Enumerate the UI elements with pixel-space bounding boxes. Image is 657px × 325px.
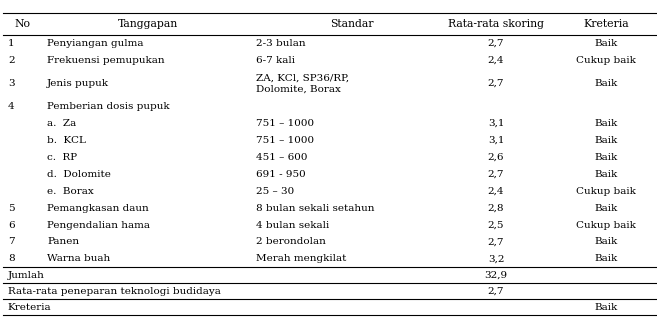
Text: 1: 1: [8, 39, 14, 48]
Text: 3,1: 3,1: [487, 119, 505, 128]
Text: 2-3 bulan: 2-3 bulan: [256, 39, 306, 48]
Text: Baik: Baik: [594, 136, 618, 145]
Text: 2,5: 2,5: [487, 220, 505, 229]
Text: d.  Dolomite: d. Dolomite: [47, 170, 111, 179]
Text: Baik: Baik: [594, 39, 618, 48]
Text: Jenis pupuk: Jenis pupuk: [47, 79, 109, 88]
Text: Cukup baik: Cukup baik: [576, 56, 636, 65]
Text: 2,4: 2,4: [487, 56, 505, 65]
Text: Baik: Baik: [594, 119, 618, 128]
Text: 751 – 1000: 751 – 1000: [256, 119, 313, 128]
Text: Tanggapan: Tanggapan: [118, 19, 178, 29]
Text: Kreteria: Kreteria: [583, 19, 629, 29]
Text: Jumlah: Jumlah: [8, 271, 45, 280]
Text: Baik: Baik: [594, 203, 618, 213]
Text: c.  RP: c. RP: [47, 153, 78, 162]
Text: 4 bulan sekali: 4 bulan sekali: [256, 220, 328, 229]
Text: 2,6: 2,6: [487, 153, 505, 162]
Text: 25 – 30: 25 – 30: [256, 187, 294, 196]
Text: Warna buah: Warna buah: [47, 254, 110, 263]
Text: 2,7: 2,7: [487, 170, 505, 179]
Text: Merah mengkilat: Merah mengkilat: [256, 254, 346, 263]
Text: 8: 8: [8, 254, 14, 263]
Text: Baik: Baik: [594, 79, 618, 88]
Text: 2,7: 2,7: [487, 39, 505, 48]
Text: 2: 2: [8, 56, 14, 65]
Text: No: No: [14, 19, 30, 29]
Text: Pemangkasan daun: Pemangkasan daun: [47, 203, 149, 213]
Text: 691 - 950: 691 - 950: [256, 170, 306, 179]
Text: Penyiangan gulma: Penyiangan gulma: [47, 39, 144, 48]
Text: b.  KCL: b. KCL: [47, 136, 86, 145]
Text: 7: 7: [8, 238, 14, 246]
Text: Baik: Baik: [594, 303, 618, 312]
Text: Rata-rata skoring: Rata-rata skoring: [448, 19, 544, 29]
Text: 3: 3: [8, 79, 14, 88]
Text: 451 – 600: 451 – 600: [256, 153, 307, 162]
Text: Baik: Baik: [594, 238, 618, 246]
Text: Pemberian dosis pupuk: Pemberian dosis pupuk: [47, 102, 170, 111]
Text: Cukup baik: Cukup baik: [576, 220, 636, 229]
Text: 751 – 1000: 751 – 1000: [256, 136, 313, 145]
Text: Cukup baik: Cukup baik: [576, 187, 636, 196]
Text: ZA, KCl, SP36/RP,
Dolomite, Borax: ZA, KCl, SP36/RP, Dolomite, Borax: [256, 73, 349, 94]
Text: 2,7: 2,7: [487, 79, 505, 88]
Text: 4: 4: [8, 102, 14, 111]
Text: Panen: Panen: [47, 238, 79, 246]
Text: Rata-rata peneparan teknologi budidaya: Rata-rata peneparan teknologi budidaya: [8, 287, 221, 296]
Text: Pengendalian hama: Pengendalian hama: [47, 220, 150, 229]
Text: 6: 6: [8, 220, 14, 229]
Text: 6-7 kali: 6-7 kali: [256, 56, 294, 65]
Text: 2,4: 2,4: [487, 187, 505, 196]
Text: 8 bulan sekali setahun: 8 bulan sekali setahun: [256, 203, 374, 213]
Text: Kreteria: Kreteria: [8, 303, 51, 312]
Text: 3,2: 3,2: [487, 254, 505, 263]
Text: 32,9: 32,9: [484, 271, 508, 280]
Text: 2 berondolan: 2 berondolan: [256, 238, 325, 246]
Text: 2,8: 2,8: [487, 203, 505, 213]
Text: 2,7: 2,7: [487, 287, 505, 296]
Text: a.  Za: a. Za: [47, 119, 77, 128]
Text: e.  Borax: e. Borax: [47, 187, 94, 196]
Text: Standar: Standar: [330, 19, 373, 29]
Text: Frekuensi pemupukan: Frekuensi pemupukan: [47, 56, 165, 65]
Text: 3,1: 3,1: [487, 136, 505, 145]
Text: Baik: Baik: [594, 153, 618, 162]
Text: Baik: Baik: [594, 254, 618, 263]
Text: 5: 5: [8, 203, 14, 213]
Text: 2,7: 2,7: [487, 238, 505, 246]
Text: Baik: Baik: [594, 170, 618, 179]
